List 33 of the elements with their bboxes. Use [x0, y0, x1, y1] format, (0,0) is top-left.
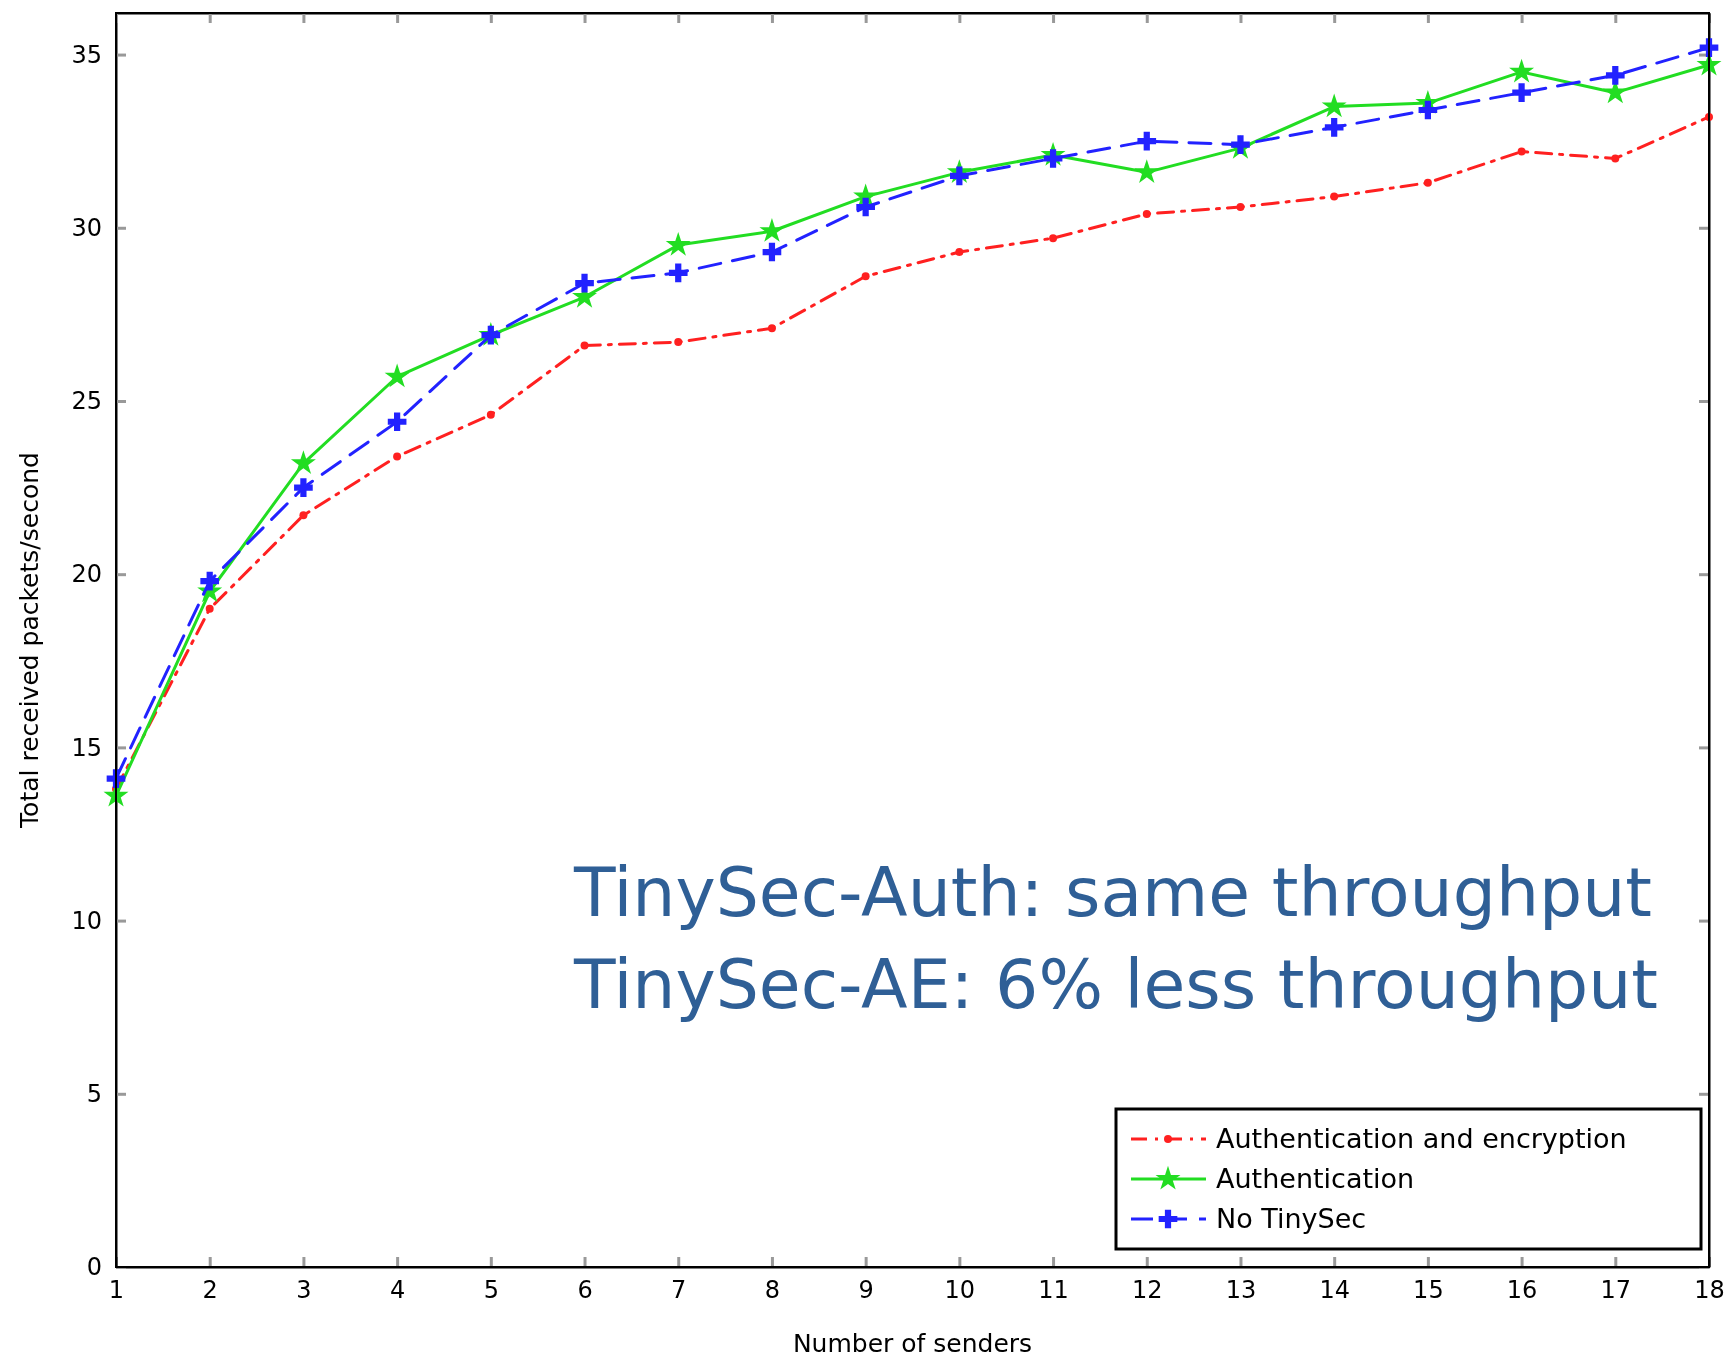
y-axis-title: Total received packets/second [15, 452, 44, 829]
x-tick-label: 13 [1225, 1276, 1257, 1305]
x-tick-label: 4 [389, 1276, 406, 1305]
y-tick-label: 35 [71, 40, 102, 69]
x-tick-label: 12 [1131, 1276, 1163, 1305]
y-tick-label: 5 [86, 1079, 102, 1108]
legend-label: No TinySec [1216, 1203, 1367, 1234]
x-tick-label: 2 [202, 1276, 218, 1305]
x-tick-label: 14 [1319, 1276, 1350, 1305]
legend-label: Authentication and encryption [1216, 1123, 1627, 1154]
x-tick-label: 8 [764, 1276, 781, 1305]
x-tick-label: 7 [671, 1276, 687, 1305]
y-tick-label: 0 [86, 1253, 102, 1282]
legend-label: Authentication [1216, 1163, 1415, 1194]
y-tick-label: 30 [71, 213, 102, 242]
x-tick-label: 15 [1413, 1276, 1444, 1305]
x-axis-title: Number of senders [792, 1329, 1033, 1358]
x-tick-label: 11 [1038, 1276, 1069, 1305]
x-tick-label: 17 [1600, 1276, 1632, 1305]
x-tick-label: 6 [577, 1276, 593, 1305]
x-tick-label: 1 [108, 1276, 125, 1305]
x-tick-label: 9 [858, 1276, 874, 1305]
annotation: TinySec-AE: 6% less throughput [573, 945, 1658, 1024]
annotation: TinySec-Auth: same throughput [573, 853, 1652, 932]
x-tick-label: 16 [1506, 1276, 1538, 1305]
x-tick-label: 5 [483, 1276, 499, 1305]
y-tick-label: 15 [71, 733, 102, 762]
y-tick-label: 25 [71, 387, 102, 416]
y-tick-label: 20 [71, 560, 102, 589]
x-tick-label: 18 [1694, 1276, 1725, 1305]
y-tick-label: 10 [71, 906, 102, 935]
x-tick-label: 10 [944, 1276, 976, 1305]
x-tick-label: 3 [296, 1276, 312, 1305]
